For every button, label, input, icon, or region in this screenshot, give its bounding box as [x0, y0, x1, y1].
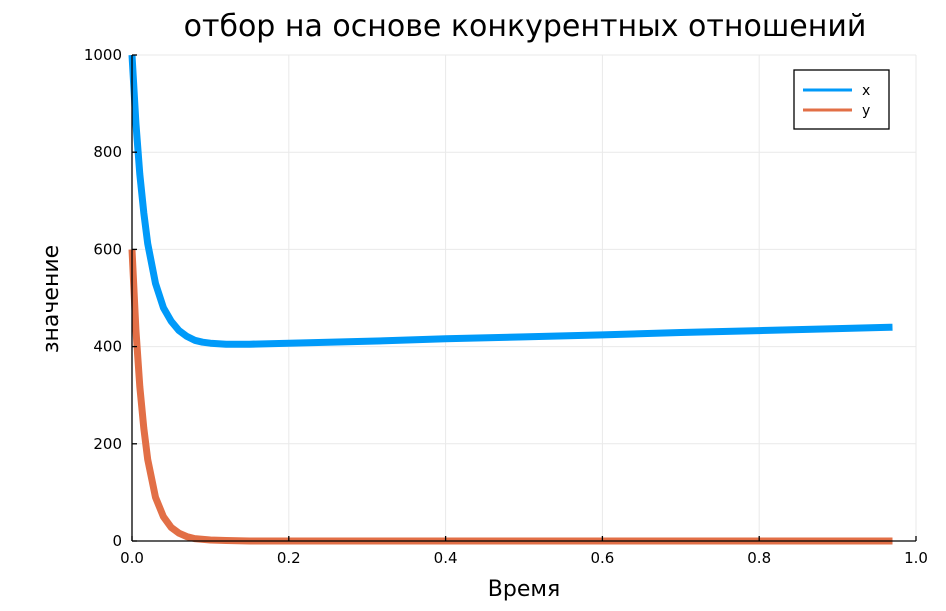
y-tick-label: 800	[93, 143, 122, 161]
legend-label-x: x	[862, 83, 870, 99]
x-tick-label: 0.0	[120, 549, 144, 567]
x-tick-label: 0.4	[434, 549, 458, 567]
y-tick-label: 400	[93, 338, 122, 356]
y-tick-label: 600	[93, 240, 122, 258]
legend: xy	[793, 69, 890, 130]
x-tick-label: 0.2	[277, 549, 301, 567]
series-line-x	[128, 54, 893, 348]
x-tick-label: 0.8	[747, 549, 771, 567]
y-tick-label: 1000	[84, 46, 122, 64]
axes	[131, 54, 917, 542]
series-group	[128, 54, 893, 545]
y-tick-label: 200	[93, 435, 122, 453]
legend-label-y: y	[862, 103, 870, 119]
x-tick-label: 1.0	[904, 549, 928, 567]
x-axis-label: Время	[488, 577, 560, 602]
x-tick-label: 0.6	[590, 549, 614, 567]
tick-labels: 0.0 0.2 0.4 0.6 0.8 1.0 0 200 400 600 800 1000	[84, 46, 928, 567]
y-tick-label: 0	[112, 532, 122, 550]
chart-title: отбор на основе конкурентных отношений	[184, 9, 867, 44]
series-line-y	[128, 249, 893, 545]
legend-box	[793, 69, 890, 130]
y-axis-label: значение	[39, 245, 64, 353]
